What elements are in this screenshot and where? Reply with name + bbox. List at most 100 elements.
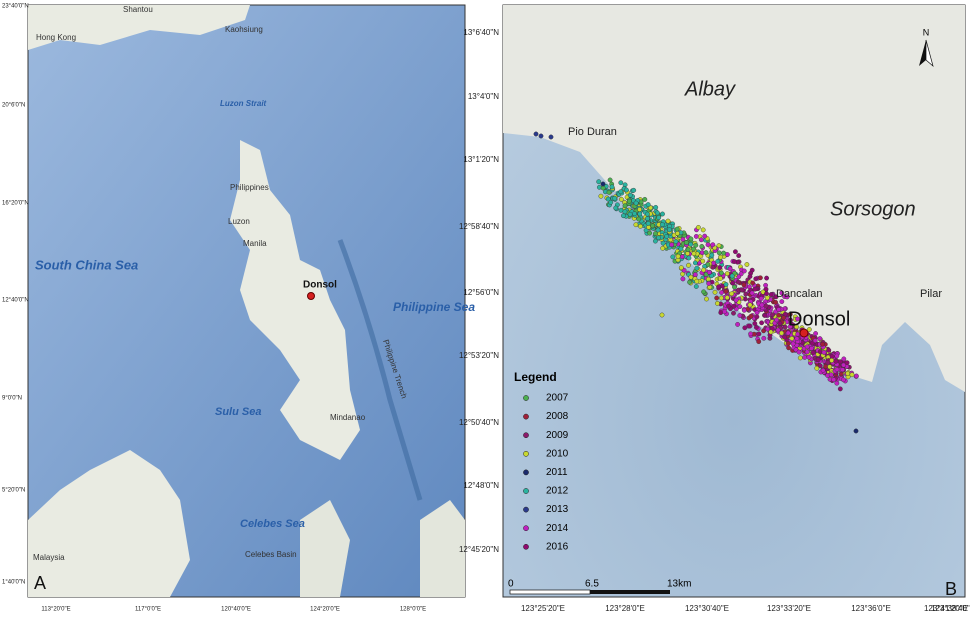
sighting-dot [692, 260, 698, 266]
sighting-dot [650, 223, 656, 229]
legend-swatch [523, 432, 529, 439]
sighting-dot [724, 295, 730, 300]
sighting-dot [688, 274, 694, 280]
sighting-dot [741, 268, 747, 274]
sighting-dot [674, 226, 680, 232]
sighting-dot [656, 215, 662, 221]
sighting-dot [814, 365, 820, 371]
sighting-dot [777, 320, 783, 326]
sighting-dot [719, 270, 724, 276]
sighting-dot [829, 357, 835, 363]
lat-label: 20°6'0"N [2, 103, 25, 109]
sighting-dot [820, 341, 825, 347]
sighting-dot [624, 187, 629, 193]
scale-label: 13km [667, 579, 691, 590]
lon-label: 124°20'0"E [310, 607, 340, 613]
sighting-dot [834, 367, 840, 372]
sighting-dot [770, 312, 775, 318]
place: Dancalan [776, 288, 822, 300]
sighting-dot [828, 372, 834, 378]
sighting-dot [853, 428, 859, 434]
sighting-dot [687, 279, 692, 285]
sighting-dot [719, 295, 724, 301]
sighting-dot [633, 222, 639, 228]
sighting-dot [748, 313, 754, 319]
sighting-dot [700, 227, 706, 233]
sighting-dot [752, 286, 758, 292]
sighting-dot [820, 367, 826, 373]
sighting-dot [788, 317, 793, 323]
legend-label: 2016 [546, 541, 569, 552]
sighting-dot [748, 331, 753, 337]
legend-label: 2013 [546, 504, 569, 515]
lat-label: 13°1'20"N [463, 155, 499, 164]
legend-swatch [523, 506, 529, 513]
sighting-dot [723, 288, 729, 294]
place: Mindanao [330, 413, 366, 422]
sighting-dot [667, 227, 672, 233]
sighting-dot [688, 236, 694, 242]
sighting-dot [854, 373, 859, 379]
sighting-dot [806, 354, 812, 360]
sighting-dot [700, 258, 706, 264]
place: Pio Duran [568, 126, 617, 138]
sighting-dot [737, 313, 743, 318]
north-arrow [919, 40, 926, 66]
sighting-dot [723, 281, 729, 287]
place: Luzon [228, 217, 250, 226]
sighting-dot [790, 341, 796, 347]
panel-label: B [945, 579, 957, 599]
sighting-dot [761, 335, 767, 341]
land [503, 5, 965, 392]
legend-swatch [523, 413, 529, 420]
sighting-dot [787, 311, 793, 317]
lat-label: 12°40'0"N [2, 298, 29, 304]
sighting-dot [645, 202, 651, 208]
sighting-dot [789, 336, 795, 341]
sighting-dot [703, 250, 709, 256]
sighting-dot [737, 304, 743, 309]
sighting-dot [685, 251, 690, 257]
land-philippines [230, 140, 360, 460]
sighting-dot [782, 334, 787, 340]
sighting-dot [731, 303, 737, 309]
sighting-dot [686, 255, 692, 261]
lon-label: 123°25'20"E [521, 604, 565, 613]
sighting-dot [782, 324, 788, 330]
trench [337, 239, 423, 501]
place: Shantou [123, 5, 153, 14]
lat-label: 12°48'0"N [463, 481, 499, 490]
land-sulawesi [300, 500, 350, 597]
sighting-dot [827, 364, 833, 370]
sighting-dot [693, 284, 699, 289]
sighting-dot [776, 307, 782, 312]
legend-label: 2014 [546, 523, 569, 534]
sighting-dot [758, 296, 764, 301]
sighting-dot [691, 251, 697, 257]
sighting-dot [607, 177, 613, 183]
sighting-dot [533, 131, 539, 137]
lat-label: 12°45'20"N [459, 545, 499, 554]
land-china [28, 5, 250, 50]
lon-label: 123°36'0"E [851, 604, 891, 613]
sighting-dot [653, 238, 658, 244]
panel-b: Albay Sorsogon Pio Duran Dancalan Pilar … [502, 4, 966, 599]
sighting-dot [768, 292, 774, 297]
sighting-dot [844, 360, 850, 366]
sighting-dot [637, 207, 642, 212]
place: Pilar [920, 288, 942, 300]
sighting-dot [706, 276, 711, 282]
sighting-dot [711, 260, 716, 266]
sighting-dot [609, 184, 615, 190]
sighting-dot [716, 250, 722, 256]
sighting-dot [704, 296, 709, 302]
sighting-dot [840, 367, 845, 373]
sighting-dot [730, 280, 735, 286]
legend-swatch [523, 450, 529, 457]
lon-label: 113°20'0"E [41, 607, 70, 613]
sighting-dot [732, 259, 737, 264]
place: Philippine Sea [393, 300, 475, 314]
legend-label: 2007 [546, 393, 569, 404]
sighting-dot [680, 276, 686, 282]
